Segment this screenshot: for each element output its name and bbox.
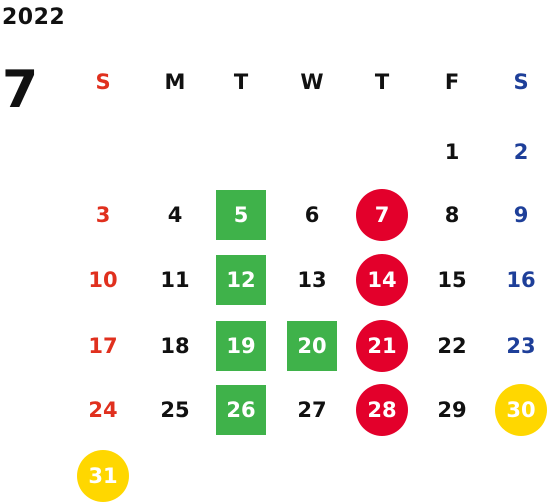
day-24[interactable]: 24 (88, 398, 118, 422)
day-17[interactable]: 17 (88, 334, 118, 358)
day-6[interactable]: 6 (304, 203, 320, 227)
day-15[interactable]: 15 (437, 268, 467, 292)
day-2[interactable]: 2 (513, 140, 529, 164)
day-13[interactable]: 13 (297, 268, 327, 292)
day-25[interactable]: 25 (160, 398, 190, 422)
day-14[interactable]: 14 (356, 254, 408, 306)
day-11[interactable]: 11 (160, 268, 190, 292)
day-21[interactable]: 21 (356, 320, 408, 372)
day-27[interactable]: 27 (297, 398, 327, 422)
weekday-wed: W (300, 70, 324, 94)
day-7[interactable]: 7 (356, 189, 408, 241)
day-26[interactable]: 26 (216, 385, 266, 435)
day-5[interactable]: 5 (216, 190, 266, 240)
year-label: 2022 (2, 5, 66, 30)
day-1[interactable]: 1 (444, 140, 460, 164)
weekday-mon: M (164, 70, 186, 94)
day-28[interactable]: 28 (356, 384, 408, 436)
day-8[interactable]: 8 (444, 203, 460, 227)
weekday-sun: S (95, 70, 111, 94)
weekday-fri: F (444, 70, 460, 94)
day-16[interactable]: 16 (506, 268, 536, 292)
day-10[interactable]: 10 (88, 268, 118, 292)
day-22[interactable]: 22 (437, 334, 467, 358)
day-3[interactable]: 3 (95, 203, 111, 227)
day-9[interactable]: 9 (513, 203, 529, 227)
weekday-tue: T (233, 70, 249, 94)
day-18[interactable]: 18 (160, 334, 190, 358)
day-29[interactable]: 29 (437, 398, 467, 422)
weekday-sat: S (513, 70, 529, 94)
month-number: 7 (2, 60, 39, 120)
day-19[interactable]: 19 (216, 321, 266, 371)
day-4[interactable]: 4 (167, 203, 183, 227)
day-20[interactable]: 20 (287, 321, 337, 371)
day-12[interactable]: 12 (216, 255, 266, 305)
day-23[interactable]: 23 (506, 334, 536, 358)
weekday-thu: T (374, 70, 390, 94)
day-30[interactable]: 30 (495, 384, 547, 436)
day-31[interactable]: 31 (77, 450, 129, 502)
